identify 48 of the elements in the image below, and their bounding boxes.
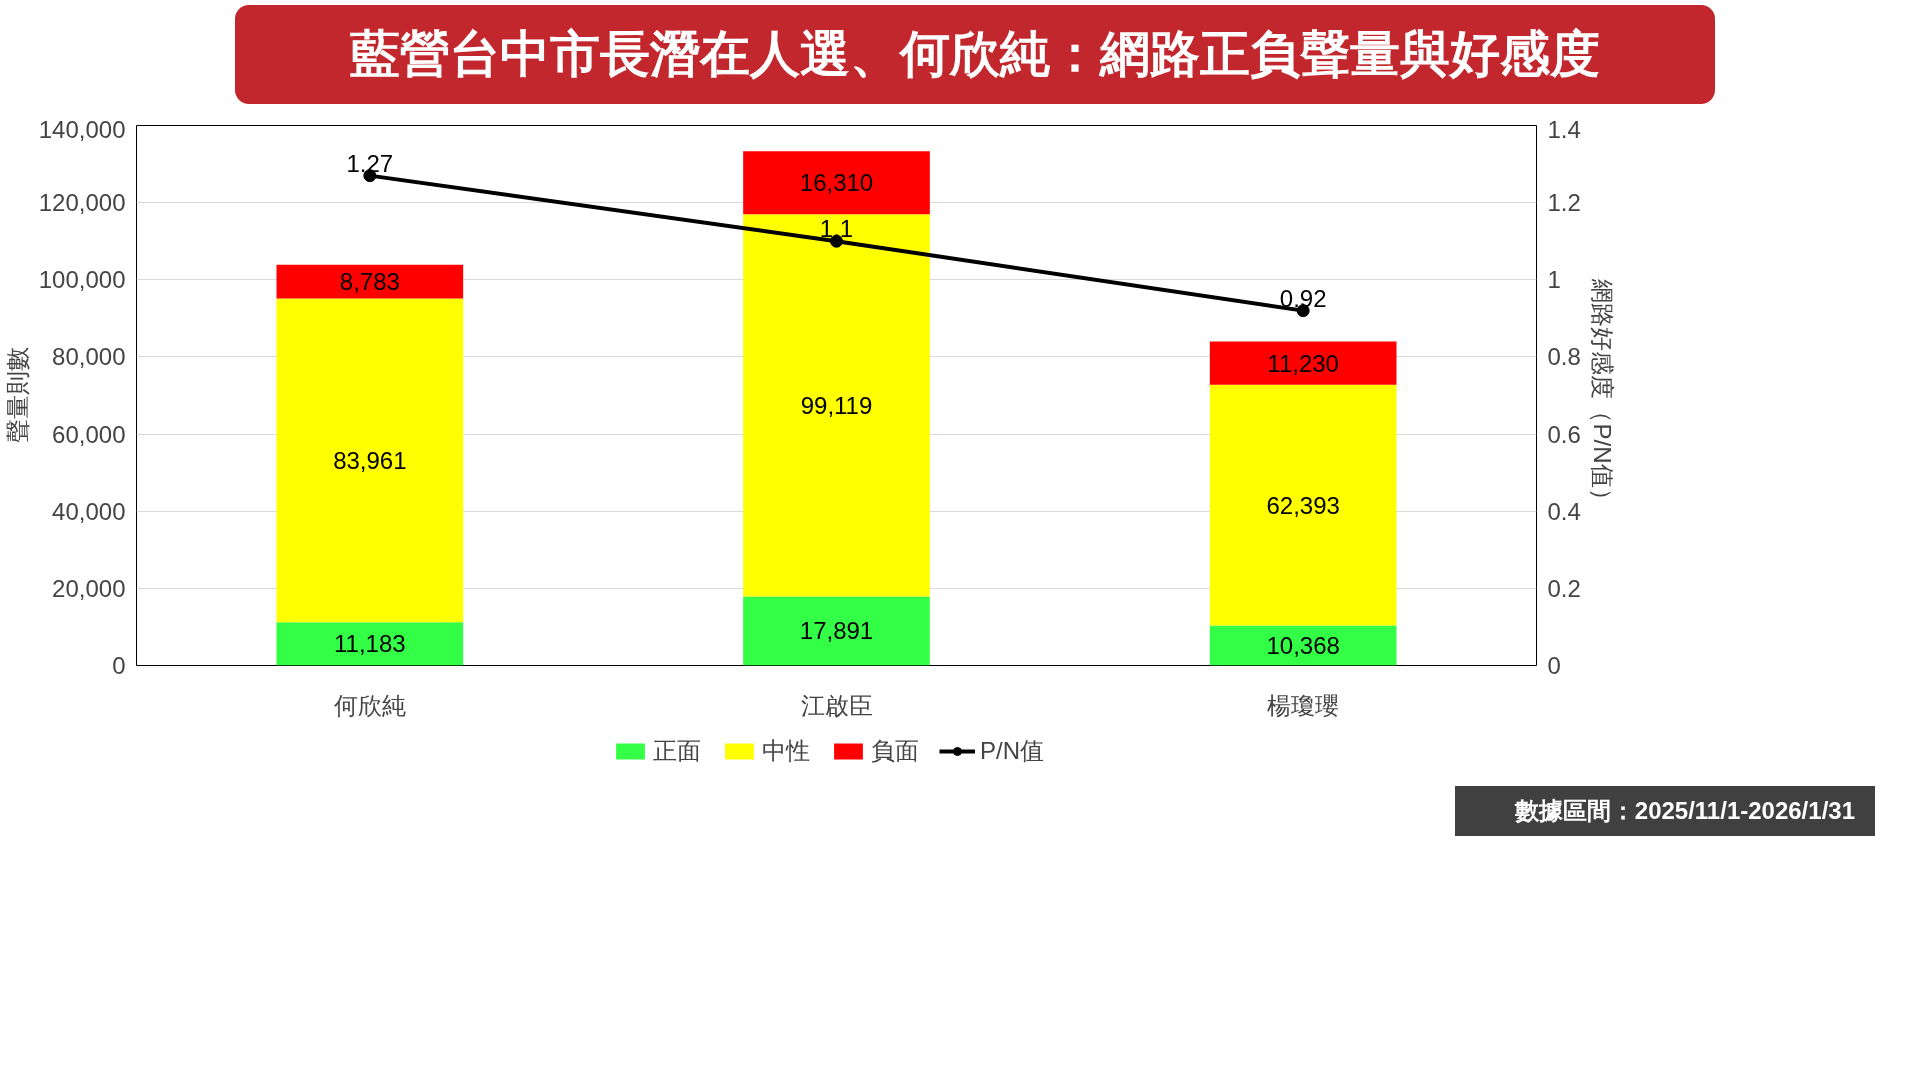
y-tick-label: 120,000 [38, 189, 126, 217]
bar [276, 264, 464, 299]
data-label: 11,230 [1267, 349, 1339, 377]
data-label: 16,310 [799, 169, 874, 197]
y-tick-label: 60,000 [52, 420, 126, 448]
y2-axis-title: 網路好感度（P/N值） [1588, 278, 1616, 512]
x-tick-label: 何欣純 [333, 691, 406, 719]
legend-label: P/N值 [979, 736, 1045, 766]
data-label: 10,368 [1266, 632, 1340, 659]
y-tick-label: 20,000 [52, 574, 126, 602]
legend-label: 負面 [870, 736, 919, 766]
text: 數據區間：2025/11/1-2026/1/31 [1455, 786, 1875, 837]
bar [276, 622, 464, 666]
bar [1209, 384, 1397, 626]
y2-tick-label: 0.6 [1547, 420, 1581, 448]
chart-title: 藍營台中市長潛在人選、何欣純：網路正負聲量與好感度 [235, 5, 1715, 105]
y-axis-title: 聲量則數 [3, 347, 31, 444]
data-label: 11,183 [334, 630, 406, 658]
y2-tick-label: 0.2 [1547, 574, 1581, 602]
data-label: 0.92 [1279, 284, 1327, 312]
data-label: 1.1 [819, 215, 854, 243]
y2-tick-label: 1.2 [1547, 189, 1581, 217]
legend-label: 正面 [652, 736, 701, 766]
legend-label: 中性 [761, 736, 810, 766]
data-label: 17,891 [799, 617, 874, 645]
y2-tick-label: 1 [1547, 266, 1561, 294]
x-tick-label: 楊瓊瓔 [1267, 691, 1340, 719]
y-tick-label: 100,000 [38, 266, 126, 294]
data-label: 83,961 [333, 446, 407, 474]
data-label: 99,119 [800, 391, 873, 419]
y-tick-label: 0 [112, 652, 126, 679]
y2-tick-label: 0.4 [1547, 497, 1581, 525]
data-label: 1.27 [346, 149, 394, 177]
y2-tick-label: 0.8 [1547, 343, 1581, 371]
y2-tick-label: 0 [1547, 652, 1561, 679]
bar [1209, 625, 1397, 666]
y2-tick-label: 1.4 [1547, 115, 1581, 143]
y-tick-label: 40,000 [52, 497, 126, 525]
x-tick-label: 江啟臣 [800, 691, 873, 719]
data-label: 62,393 [1266, 491, 1340, 519]
bar [276, 298, 464, 623]
data-label: 8,783 [339, 268, 400, 296]
bar [743, 596, 930, 666]
y-tick-label: 80,000 [52, 343, 126, 371]
y-tick-label: 140,000 [38, 115, 126, 143]
bar [1209, 341, 1397, 385]
bar [743, 151, 930, 215]
bar [743, 214, 930, 597]
